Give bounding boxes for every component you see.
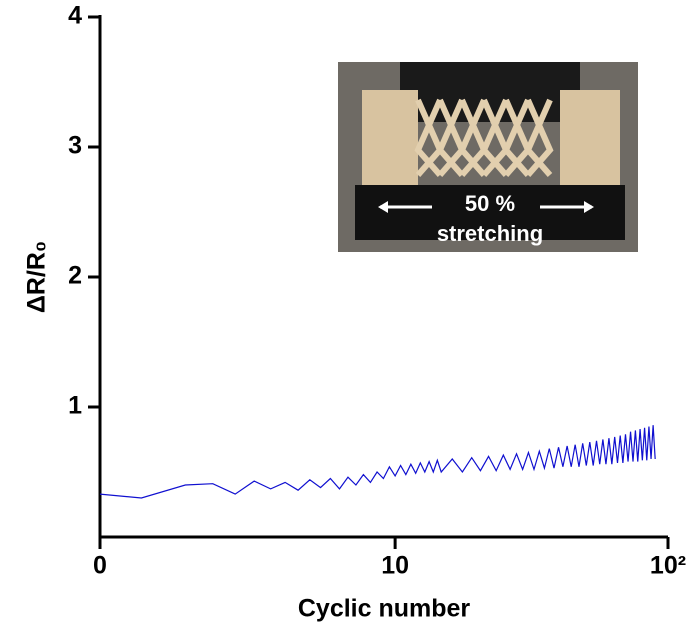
annotation: 50 % [465,191,515,216]
x-tick-label: 10 [381,552,409,580]
y-tick-label: 1 [68,392,82,420]
inset-photo [338,62,638,252]
x-tick-label: 10² [650,552,686,580]
annotation: stretching [437,221,543,246]
y-axis-label: ΔR/R₀ [23,241,51,313]
data-line [99,425,656,499]
y-tick-label: 3 [68,132,82,160]
y-tick-label: 2 [68,262,82,290]
y-tick-label: 4 [68,2,82,30]
x-tick-label: 0 [93,552,107,580]
x-axis-label: Cyclic number [298,595,471,623]
